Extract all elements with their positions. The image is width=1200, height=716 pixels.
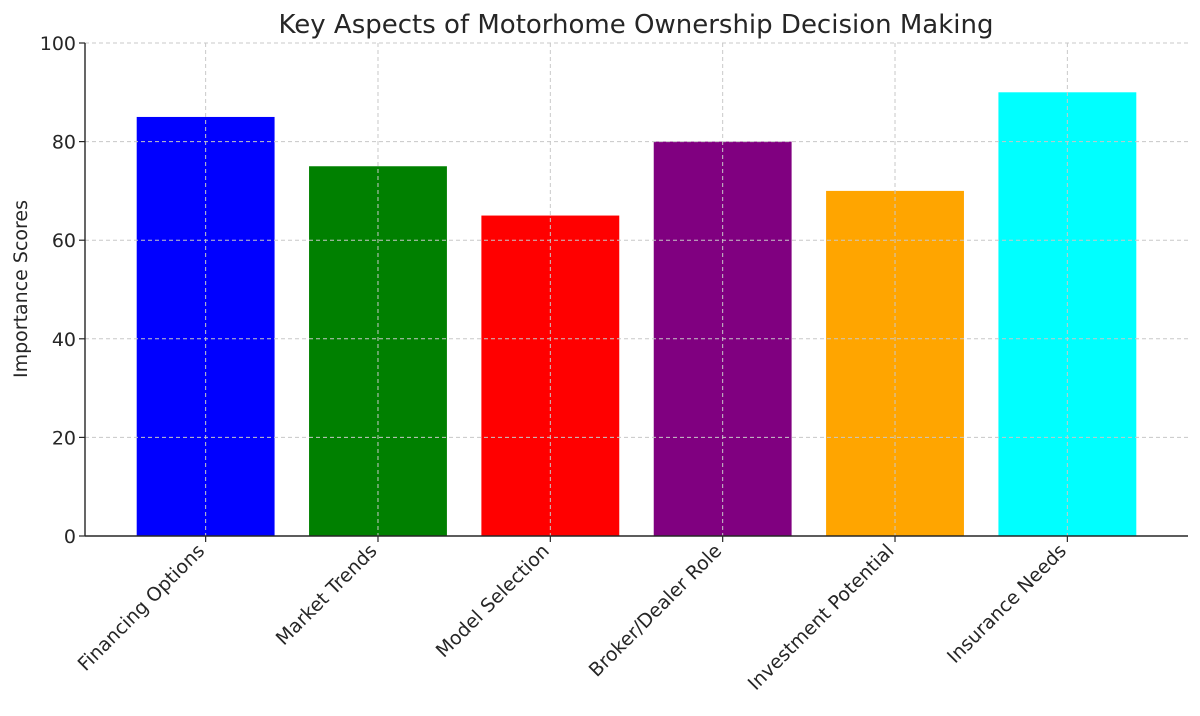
y-tick-label: 100 — [40, 33, 76, 55]
x-tick-label: Financing Options — [74, 540, 210, 676]
x-tick-label: Investment Potential — [744, 540, 899, 695]
y-tick-label: 40 — [52, 329, 76, 351]
y-tick-label: 20 — [52, 427, 76, 449]
y-tick-label: 80 — [52, 132, 76, 154]
y-tick-label: 60 — [52, 230, 76, 252]
chart-title: Key Aspects of Motorhome Ownership Decis… — [279, 10, 994, 40]
x-tick-label: Market Trends — [272, 540, 382, 650]
x-tick-label: Insurance Needs — [943, 540, 1071, 668]
bars-layer — [136, 92, 1137, 537]
bar — [998, 92, 1137, 537]
y-tick-label: 0 — [64, 526, 76, 548]
x-ticks: Financing Options Market Trends Model Sele… — [74, 536, 1071, 695]
y-ticks: 0 20 40 60 80 100 — [40, 33, 85, 548]
y-axis-label: Importance Scores — [10, 200, 32, 378]
x-tick-label: Model Selection — [432, 540, 554, 662]
axes-layer — [84, 43, 1188, 537]
x-tick-label: Broker/Dealer Role — [585, 540, 726, 681]
